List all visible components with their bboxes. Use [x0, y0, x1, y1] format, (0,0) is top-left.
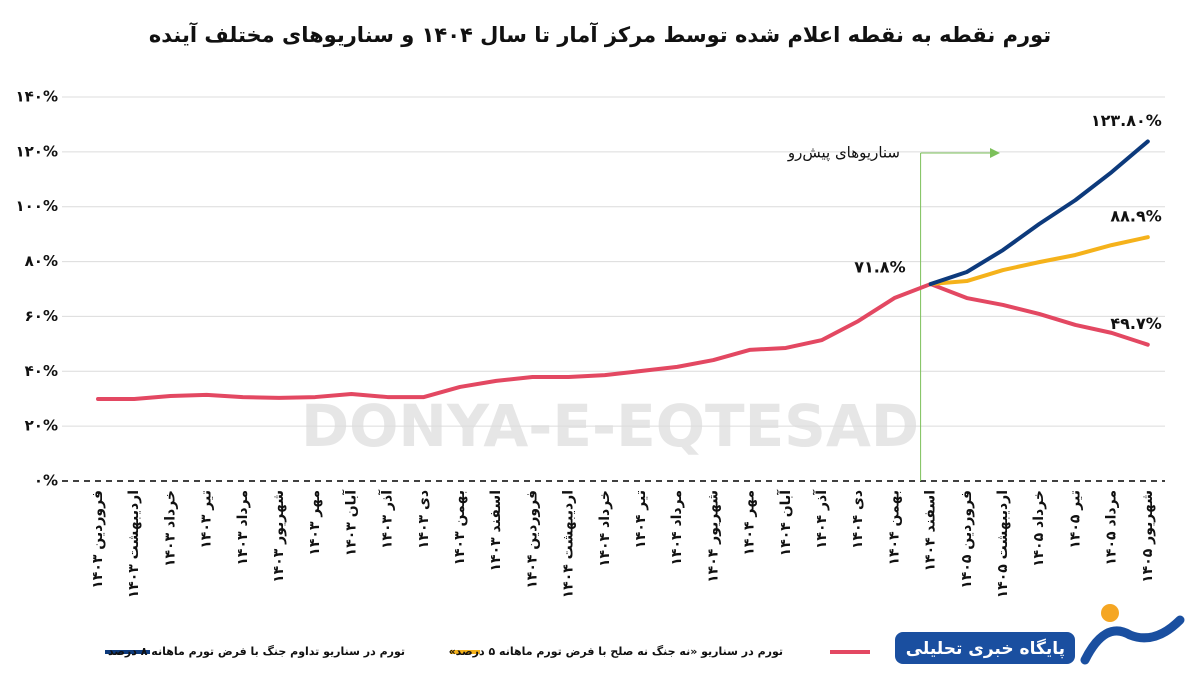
- value-label: ۴۹.۷%: [1110, 314, 1161, 333]
- x-tick-label: مهر ۱۴۰۳: [307, 490, 323, 556]
- y-tick-label: ۴۰%: [25, 362, 58, 380]
- y-tick-label: ۱۲۰%: [16, 142, 59, 160]
- x-tick-label: بهمن ۱۴۰۳: [452, 490, 468, 566]
- series-line: [96, 282, 1150, 401]
- x-tick-label: فروردین ۱۴۰۳: [90, 490, 106, 589]
- x-tick-label: خرداد ۱۴۰۴: [597, 490, 613, 567]
- x-tick-label: فروردین ۱۴۰۴: [524, 490, 540, 589]
- x-tick-label: تیر ۱۴۰۵: [1067, 490, 1083, 549]
- x-tick-label: آذر ۱۴۰۳: [378, 489, 396, 549]
- x-tick-label: شهریور ۱۴۰۳: [271, 490, 287, 583]
- value-label: ۷۱.۸%: [854, 258, 905, 277]
- x-tick-label: تیر ۱۴۰۴: [633, 490, 649, 549]
- x-tick-label: اردیبهشت ۱۴۰۵: [995, 490, 1011, 598]
- legend-label: تورم در سناریو «نه جنگ نه صلح با فرض تور…: [449, 644, 783, 658]
- value-label: ۱۲۳.۸۰%: [1091, 111, 1162, 130]
- x-tick-label: خرداد ۱۴۰۵: [1031, 490, 1047, 567]
- x-tick-label: اسفند ۱۴۰۳: [488, 490, 504, 572]
- x-tick-label: اردیبهشت ۱۴۰۳: [126, 490, 142, 598]
- x-tick-label: مرداد ۱۴۰۳: [235, 490, 251, 566]
- y-tick-label: ۸۰%: [25, 252, 58, 270]
- x-tick-label: آبان ۱۴۰۳: [341, 489, 359, 557]
- series-line: [928, 235, 1150, 287]
- y-tick-label: ۱۴۰%: [16, 88, 59, 106]
- x-tick-label: تیر ۱۴۰۳: [199, 490, 215, 549]
- x-tick-label: بهمن ۱۴۰۴: [886, 490, 902, 566]
- x-tick-label: آذر ۱۴۰۴: [812, 489, 830, 549]
- legend-label: تورم در سناریو تداوم جنگ با فرض تورم ماه…: [108, 644, 405, 658]
- value-label: ۸۸.۹%: [1110, 207, 1161, 226]
- x-tick-label: خرداد ۱۴۰۳: [162, 490, 178, 567]
- logo-text: پایگاه خبری تحلیلی: [906, 638, 1065, 659]
- x-tick-label: اردیبهشت ۱۴۰۴: [561, 490, 577, 598]
- y-tick-label: ۱۰۰%: [16, 197, 59, 215]
- x-tick-label: فروردین ۱۴۰۵: [959, 490, 975, 589]
- series-line: [928, 139, 1150, 287]
- x-tick-label: دی ۱۴۰۳: [416, 490, 432, 549]
- y-tick-label: ۰%: [34, 472, 58, 490]
- x-tick-label: دی ۱۴۰۴: [850, 490, 866, 549]
- x-tick-label: اسفند ۱۴۰۴: [923, 490, 939, 572]
- x-tick-label: آبان ۱۴۰۴: [776, 489, 794, 557]
- chart-title: تورم نقطه به نقطه اعلام شده توسط مرکز آم…: [149, 22, 1051, 47]
- logo-mark: [1080, 615, 1185, 665]
- x-tick-label: مرداد ۱۴۰۵: [1104, 490, 1120, 566]
- x-tick-label: مهر ۱۴۰۴: [742, 490, 758, 556]
- annotation: سناریوهای پیش‌رو: [787, 144, 900, 163]
- logo-dot: [1101, 604, 1119, 622]
- x-tick-label: شهریور ۱۴۰۵: [1140, 490, 1156, 583]
- x-tick-label: مرداد ۱۴۰۴: [669, 490, 685, 566]
- y-tick-label: ۲۰%: [25, 417, 58, 435]
- arrow-head: [990, 148, 1000, 158]
- y-tick-label: ۶۰%: [25, 307, 58, 325]
- logo-banner: [895, 632, 1075, 664]
- x-tick-label: شهریور ۱۴۰۴: [705, 490, 721, 583]
